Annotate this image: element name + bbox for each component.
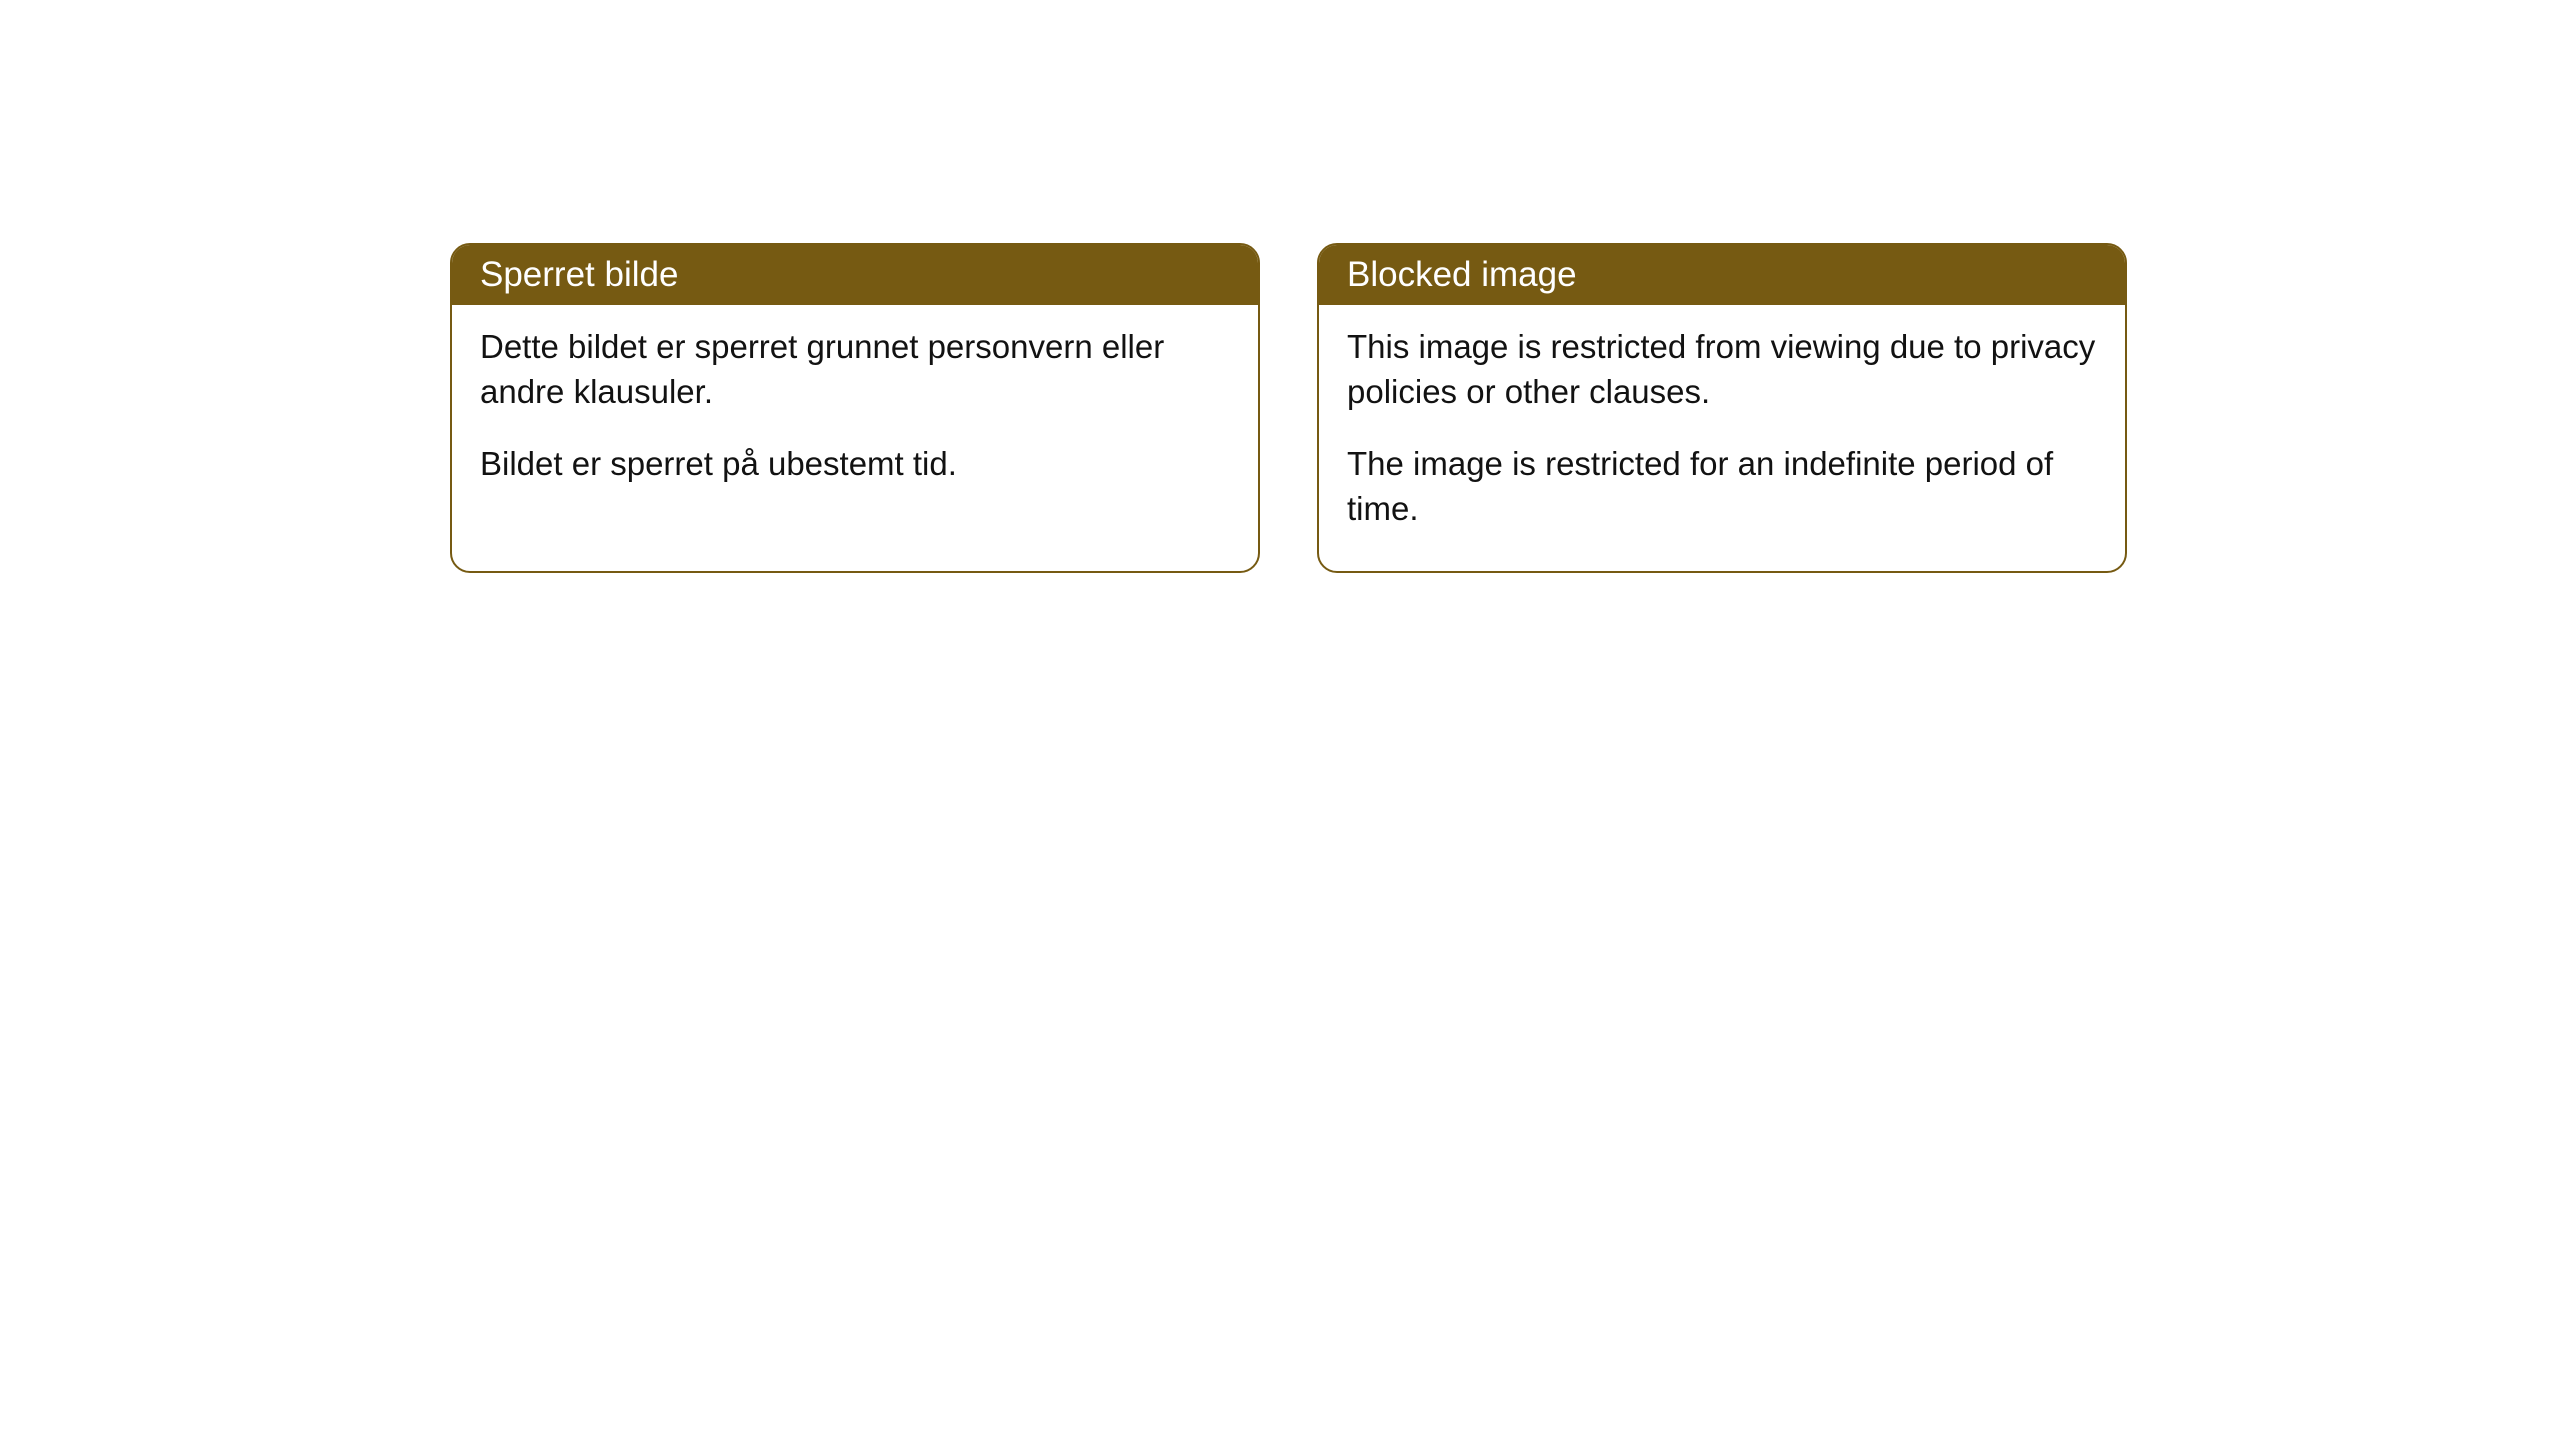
card-title: Blocked image	[1319, 245, 2125, 305]
card-paragraph: Bildet er sperret på ubestemt tid.	[480, 442, 1230, 487]
notice-cards-container: Sperret bilde Dette bildet er sperret gr…	[450, 243, 2127, 573]
card-body: Dette bildet er sperret grunnet personve…	[452, 305, 1258, 527]
card-body: This image is restricted from viewing du…	[1319, 305, 2125, 571]
notice-card-english: Blocked image This image is restricted f…	[1317, 243, 2127, 573]
notice-card-norwegian: Sperret bilde Dette bildet er sperret gr…	[450, 243, 1260, 573]
card-paragraph: Dette bildet er sperret grunnet personve…	[480, 325, 1230, 414]
card-title: Sperret bilde	[452, 245, 1258, 305]
card-paragraph: This image is restricted from viewing du…	[1347, 325, 2097, 414]
card-paragraph: The image is restricted for an indefinit…	[1347, 442, 2097, 531]
